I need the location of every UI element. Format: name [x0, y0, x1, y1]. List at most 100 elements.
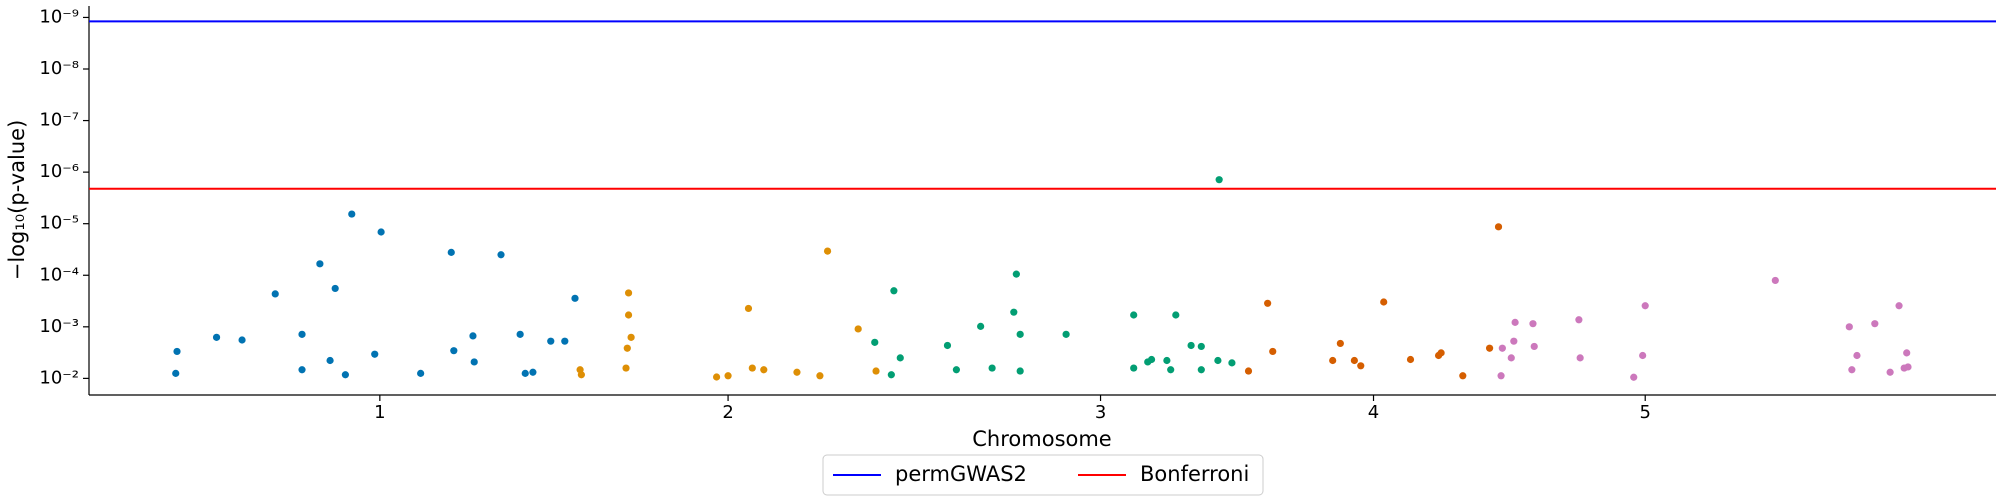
snp-point: [547, 337, 555, 345]
snp-point: [1228, 359, 1236, 367]
snp-point: [326, 356, 334, 365]
snp-point: [622, 364, 630, 372]
snp-point: [316, 260, 324, 268]
x-tick-label: 4: [1368, 402, 1379, 423]
snp-point: [1012, 270, 1020, 278]
snp-point: [977, 322, 985, 330]
snp-point: [417, 369, 425, 377]
snp-point: [1641, 302, 1649, 310]
snp-point: [377, 228, 385, 236]
snp-point: [627, 333, 635, 341]
snp-point: [890, 287, 898, 295]
snp-point: [1845, 323, 1853, 331]
snp-point: [447, 248, 455, 256]
snp-point: [1197, 342, 1205, 351]
snp-point: [1336, 339, 1344, 348]
snp-point: [1485, 344, 1494, 352]
y-tick-label: 10⁻⁴: [39, 264, 79, 285]
snp-point: [577, 371, 585, 379]
snp-point: [1853, 351, 1861, 360]
snp-point: [624, 289, 633, 297]
x-axis-label: Chromosome: [972, 427, 1111, 451]
snp-point: [1130, 364, 1138, 372]
snp-point: [172, 369, 180, 377]
snp-point: [1530, 342, 1538, 351]
snp-point: [943, 341, 952, 350]
x-tick-label: 5: [1639, 402, 1650, 423]
snp-point: [1498, 344, 1506, 352]
snp-point: [724, 372, 732, 380]
y-tick-label: 10⁻⁵: [39, 213, 79, 234]
y-tick-label: 10⁻²: [39, 367, 79, 388]
y-tick-label: 10⁻³: [39, 316, 79, 337]
snp-point: [871, 338, 879, 346]
legend-label: permGWAS2: [895, 462, 1027, 486]
snp-point: [1771, 276, 1779, 285]
snp-point: [561, 337, 569, 345]
snp-point: [1494, 223, 1503, 231]
y-tick-label: 10⁻⁷: [39, 110, 79, 131]
snp-point: [469, 332, 477, 340]
snp-point: [571, 294, 579, 302]
snp-point: [341, 371, 349, 379]
snp-point: [988, 364, 996, 372]
snp-point: [816, 372, 824, 380]
snp-point: [624, 311, 633, 319]
snp-point: [1903, 349, 1911, 357]
snp-point: [1529, 320, 1537, 328]
snp-point: [298, 366, 306, 374]
snp-point: [529, 368, 537, 376]
snp-point: [1010, 308, 1018, 316]
snp-point: [760, 366, 768, 374]
snp-point: [1214, 356, 1222, 365]
snp-point: [1244, 367, 1253, 375]
snp-point: [1848, 366, 1856, 374]
snp-point: [1437, 349, 1445, 357]
snp-point: [1904, 363, 1912, 371]
snp-point: [744, 304, 753, 313]
snp-point: [1016, 330, 1024, 338]
snp-point: [793, 368, 801, 376]
snp-point: [712, 373, 721, 381]
snp-point: [497, 251, 505, 259]
snp-point: [271, 290, 279, 298]
legend-label: Bonferroni: [1140, 462, 1249, 486]
x-tick-label: 1: [374, 402, 385, 423]
snp-point: [1016, 367, 1024, 375]
snp-point: [1380, 298, 1388, 306]
snp-point: [854, 325, 862, 333]
x-tick-label: 3: [1095, 402, 1106, 423]
snp-point: [1147, 355, 1156, 364]
snp-point: [1895, 302, 1903, 310]
snp-point: [1576, 354, 1584, 362]
snp-point: [298, 330, 306, 338]
snp-point: [450, 347, 458, 355]
snp-point: [1350, 356, 1358, 365]
snp-point: [521, 369, 529, 377]
snp-point: [1630, 373, 1638, 381]
x-tick-label: 2: [722, 402, 733, 423]
snp-point: [823, 247, 832, 255]
snp-point: [1639, 351, 1647, 360]
snp-point: [1197, 366, 1205, 374]
snp-point: [1269, 347, 1277, 356]
snp-point: [1886, 368, 1894, 376]
snp-point: [331, 284, 339, 293]
snp-point: [371, 350, 379, 358]
snp-point: [212, 333, 221, 341]
snp-point: [348, 210, 356, 218]
snp-point: [1871, 320, 1879, 328]
snp-point: [748, 364, 756, 372]
snp-point: [1163, 356, 1171, 365]
snp-point: [952, 366, 960, 374]
snp-point: [1062, 330, 1070, 338]
snp-point: [887, 371, 895, 379]
snp-point: [1510, 337, 1518, 345]
snp-point: [1264, 299, 1272, 307]
y-tick-label: 10⁻⁸: [39, 58, 79, 79]
snp-point: [1459, 372, 1467, 380]
snp-point: [1215, 176, 1223, 184]
snp-point: [896, 354, 904, 362]
